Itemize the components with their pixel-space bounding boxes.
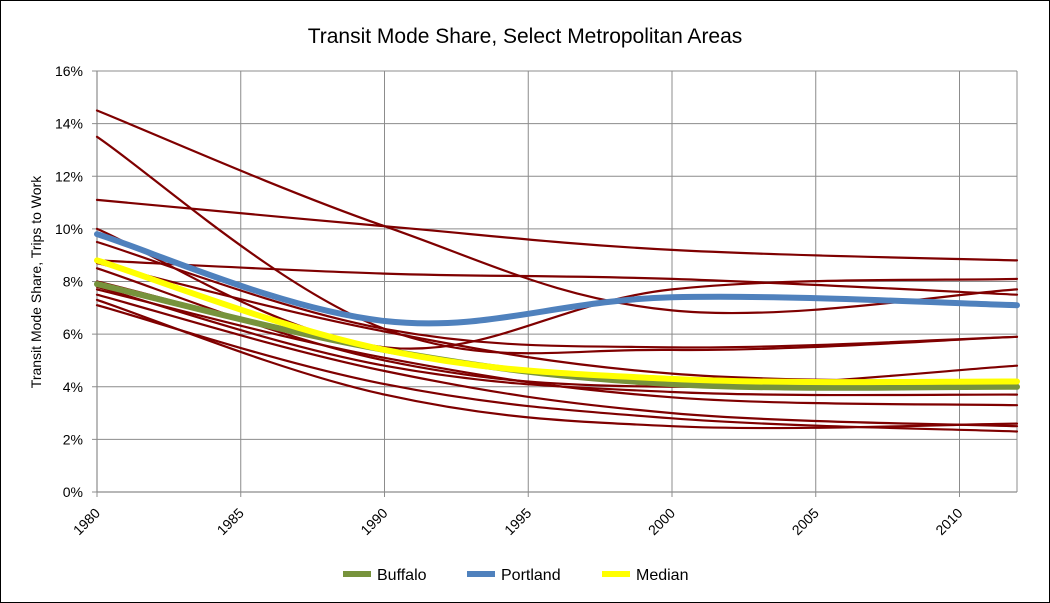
grid-lines (96, 70, 1018, 493)
metro-line-11 (95, 288, 1019, 407)
x-tick-label: 2000 (645, 505, 678, 538)
y-tick-label: 2% (63, 431, 83, 447)
metro-area-lines (95, 109, 1019, 433)
metro-line-14 (95, 304, 1019, 433)
metro-line-4 (95, 259, 1019, 296)
x-tick-label: 1985 (214, 505, 247, 538)
legend-label-median: Median (636, 567, 688, 584)
y-tick-label: 8% (63, 274, 83, 290)
x-tick-label: 1980 (70, 505, 103, 538)
y-tick-label: 12% (55, 168, 83, 184)
x-tick-label: 2005 (789, 505, 822, 538)
series-line-median (94, 257, 1020, 386)
y-tick-label: 4% (63, 379, 83, 395)
metro-line-5 (95, 227, 1019, 350)
legend-label-buffalo: Buffalo (377, 567, 427, 584)
series-line-portland (94, 231, 1020, 327)
x-tick-label: 1990 (357, 505, 390, 538)
metro-line-10 (95, 285, 1019, 397)
metro-line-6 (95, 240, 1019, 349)
legend: Buffalo Portland Median (343, 567, 688, 584)
y-axis-label: Transit Mode Share, Trips to Work (28, 175, 44, 388)
x-tick-label: 2010 (932, 505, 965, 538)
metro-line-3 (95, 198, 1019, 262)
metro-line-1 (95, 109, 1019, 315)
metro-line-12 (95, 293, 1019, 428)
legend-label-portland: Portland (501, 567, 561, 584)
y-tick-label: 6% (63, 326, 83, 342)
y-tick-label: 14% (55, 116, 83, 132)
y-tick-label: 10% (55, 221, 83, 237)
x-tick-label: 1995 (501, 505, 534, 538)
chart-title: Transit Mode Share, Select Metropolitan … (308, 25, 743, 48)
y-tick-label: 0% (63, 484, 83, 500)
highlight-series-lines (94, 231, 1020, 391)
y-tick-label: 16% (55, 63, 83, 79)
metro-line-2 (95, 135, 1019, 355)
